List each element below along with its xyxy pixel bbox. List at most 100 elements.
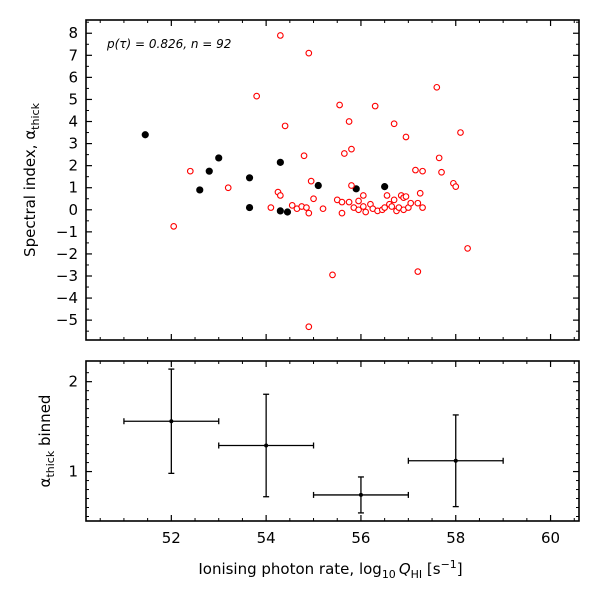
data-point-open xyxy=(371,102,379,110)
top-y-axis-label-sub: thick xyxy=(29,102,42,129)
x-tick-label: 60 xyxy=(541,529,560,547)
top-y-tick-label: 3 xyxy=(68,135,78,153)
data-point-open xyxy=(305,49,313,57)
data-point-open xyxy=(388,203,396,210)
top-y-tick-label: 2 xyxy=(68,157,78,175)
top-panel-frame xyxy=(85,19,580,341)
data-point-filled xyxy=(141,131,149,139)
top-y-tick-label: 0 xyxy=(68,201,78,219)
data-point-open xyxy=(338,209,346,217)
data-point-filled xyxy=(245,174,254,182)
bottom-y-axis-label: αthick binned xyxy=(36,395,57,488)
data-point-open xyxy=(383,192,391,199)
data-point-open xyxy=(412,166,419,174)
x-tick-label: 54 xyxy=(257,529,276,547)
x-axis-label-open: [s xyxy=(422,560,441,578)
data-point-open xyxy=(435,154,443,162)
data-point-open xyxy=(407,199,415,207)
data-point-open xyxy=(281,122,289,130)
data-point-open xyxy=(381,204,388,211)
data-point-open xyxy=(359,192,367,199)
x-axis-label-sub: 10 xyxy=(382,568,396,581)
top-points xyxy=(141,32,471,331)
bottom-y-axis-label-sub: thick xyxy=(44,450,57,477)
data-point-open xyxy=(305,209,313,217)
data-point-filled xyxy=(381,183,389,191)
data-point-open xyxy=(305,323,313,331)
top-y-tick-label: 6 xyxy=(68,68,78,86)
data-point-open xyxy=(300,152,308,160)
data-point-open xyxy=(348,182,355,189)
top-y-tick-label: 4 xyxy=(68,113,78,131)
bottom-y-tick-label: 2 xyxy=(68,373,78,391)
top-y-tick-label: 1 xyxy=(68,179,78,197)
x-axis-label-qsub: HI xyxy=(411,568,423,581)
bottom-panel-frame xyxy=(85,360,580,522)
top-y-axis-label-main: Spectral index, α xyxy=(21,130,39,257)
data-point-open xyxy=(452,183,460,190)
bottom-points xyxy=(123,368,504,514)
data-point-open xyxy=(355,197,362,205)
data-point-filled xyxy=(245,203,254,212)
data-point-open xyxy=(348,145,355,153)
data-point-open xyxy=(341,150,348,157)
data-point-open xyxy=(419,167,426,175)
data-point-open xyxy=(433,83,441,91)
data-point-open xyxy=(277,32,284,39)
binned-point xyxy=(169,419,174,424)
x-tick-label: 52 xyxy=(162,529,181,547)
data-point-open xyxy=(224,184,232,192)
data-point-open xyxy=(288,202,296,209)
data-point-filled xyxy=(215,154,223,162)
data-point-open xyxy=(307,177,315,185)
binned-point xyxy=(358,492,363,497)
top-y-tick-label: −4 xyxy=(56,289,78,307)
x-axis-label-q: Q xyxy=(399,560,411,578)
data-point-open xyxy=(319,205,327,213)
data-point-open xyxy=(402,193,410,200)
data-point-open xyxy=(267,204,275,211)
data-point-open xyxy=(438,168,445,176)
data-point-filled xyxy=(283,208,292,216)
data-point-open xyxy=(390,196,398,204)
top-y-tick-label: −3 xyxy=(56,267,78,285)
data-point-filled xyxy=(276,207,284,215)
data-point-open xyxy=(414,199,422,207)
data-point-filled xyxy=(314,181,322,190)
data-point-open xyxy=(464,245,471,252)
x-axis-label-sup: −1 xyxy=(441,558,457,571)
data-point-open xyxy=(390,120,398,128)
data-point-open xyxy=(359,203,367,210)
data-point-open xyxy=(355,206,362,214)
top-y-tick-label: 8 xyxy=(68,24,78,42)
data-point-open xyxy=(186,167,194,175)
x-tick-label: 58 xyxy=(446,529,465,547)
data-point-open xyxy=(414,268,422,275)
x-axis-label-close: ] xyxy=(457,560,463,578)
data-point-open xyxy=(310,195,317,203)
data-point-open xyxy=(329,271,336,279)
data-point-filled xyxy=(352,185,360,193)
data-point-open xyxy=(336,101,343,109)
data-point-open xyxy=(345,198,353,206)
top-y-axis-label: Spectral index, αthick xyxy=(21,102,42,257)
data-point-open xyxy=(416,189,424,197)
bottom-ticks: 52 54 56 58 60 1 2 xyxy=(68,361,579,547)
data-point-filled xyxy=(276,158,284,166)
data-point-open xyxy=(170,222,178,230)
bottom-y-axis-label-main: α xyxy=(36,477,54,487)
data-point-open xyxy=(277,192,284,199)
x-tick-label: 56 xyxy=(351,529,370,547)
x-axis-label-main: Ionising photon rate, log xyxy=(198,560,381,578)
top-panel: −5 −4 −3 −2 −1 0 1 2 3 4 5 6 7 8 p(τ) = 0.826, n = 92… xyxy=(21,19,580,341)
bottom-y-tick-label: 1 xyxy=(68,463,78,481)
binned-point xyxy=(453,458,458,463)
data-point-filled xyxy=(205,167,213,175)
top-ticks: −5 −4 −3 −2 −1 0 1 2 3 4 5 6 7 8 xyxy=(56,20,579,340)
data-point-open xyxy=(338,198,346,206)
bottom-panel: 52 54 56 58 60 1 2 αthick binned Ionising phot… xyxy=(36,360,580,581)
data-point-open xyxy=(362,208,370,216)
binned-point xyxy=(264,443,269,448)
top-y-tick-label: 7 xyxy=(68,46,78,64)
